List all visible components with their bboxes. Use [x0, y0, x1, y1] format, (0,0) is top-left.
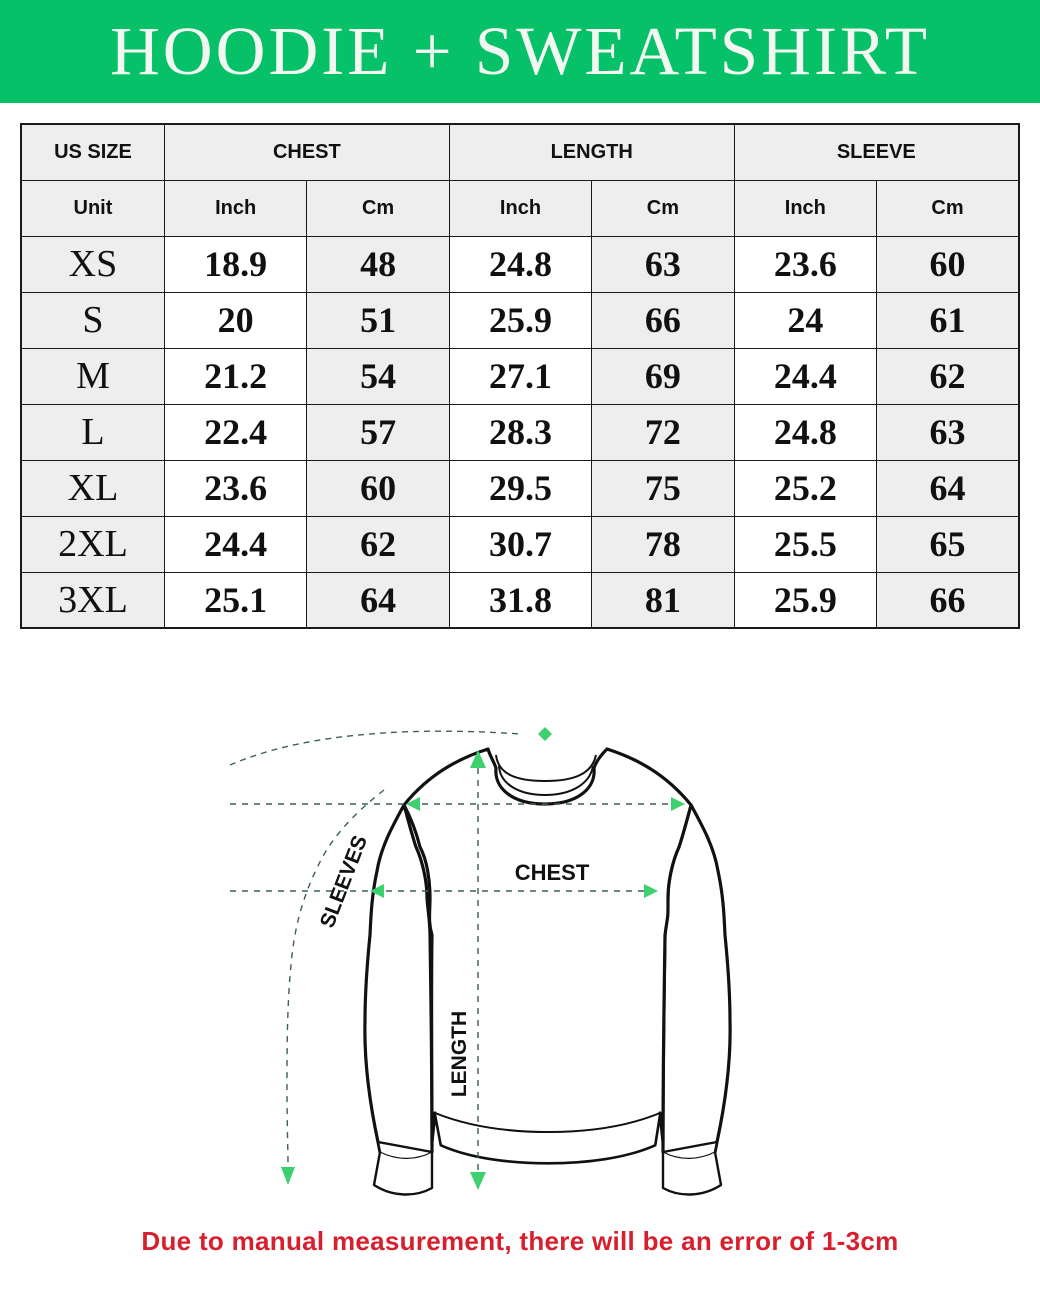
svg-text:CHEST: CHEST [515, 860, 590, 885]
svg-text:SLEEVES: SLEEVES [316, 832, 372, 931]
svg-text:LENGTH: LENGTH [448, 1011, 471, 1097]
